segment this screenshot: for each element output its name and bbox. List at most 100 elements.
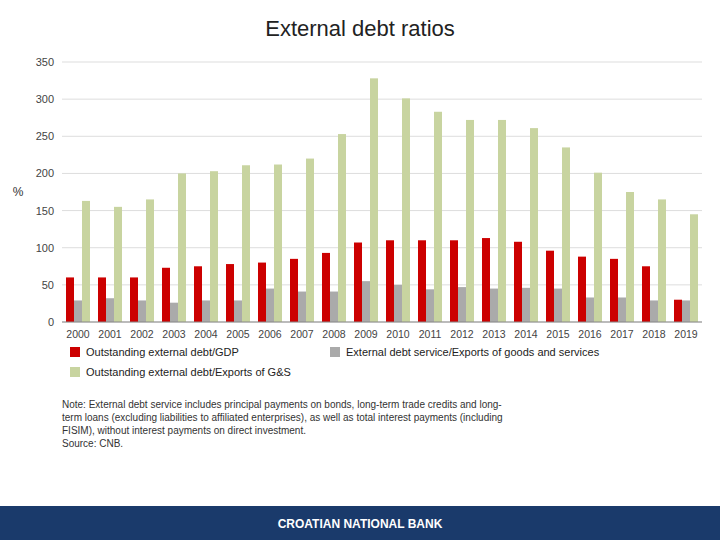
tick-label: 2005 xyxy=(226,328,250,340)
bar xyxy=(362,281,370,322)
tick-label: 2006 xyxy=(258,328,282,340)
tick-label: 2013 xyxy=(482,328,506,340)
grid-line xyxy=(62,322,702,323)
tick-label: 100 xyxy=(36,242,54,254)
footer-bar xyxy=(0,506,720,540)
bar xyxy=(522,288,530,322)
bar xyxy=(490,289,498,322)
bar xyxy=(450,240,458,322)
bar xyxy=(162,268,170,322)
bar xyxy=(466,120,474,322)
bar xyxy=(418,240,426,322)
bar xyxy=(234,300,242,322)
bar xyxy=(210,171,218,322)
bar xyxy=(138,300,146,322)
tick-label: 50 xyxy=(42,279,54,291)
bar xyxy=(386,240,394,322)
bar xyxy=(658,199,666,322)
bar xyxy=(402,98,410,322)
bar xyxy=(674,300,682,322)
tick-label: 2008 xyxy=(322,328,346,340)
bar xyxy=(298,292,306,322)
bar xyxy=(130,277,138,322)
legend-label: Outstanding external debt/Exports of G&S xyxy=(86,366,291,378)
bar xyxy=(290,259,298,322)
bar xyxy=(690,214,698,322)
bar xyxy=(98,277,106,322)
bar xyxy=(338,134,346,322)
bar xyxy=(562,147,570,322)
bar xyxy=(642,266,650,322)
grid-line xyxy=(62,210,702,211)
legend-swatch xyxy=(70,347,80,357)
bar xyxy=(354,243,362,322)
bar xyxy=(682,300,690,322)
tick-label: 2007 xyxy=(290,328,314,340)
bar xyxy=(194,266,202,322)
bar xyxy=(330,292,338,322)
tick-label: 2015 xyxy=(546,328,570,340)
note: Note: External debt service includes pri… xyxy=(62,399,503,449)
bar xyxy=(274,165,282,322)
grid-line xyxy=(62,173,702,174)
legend-label: Outstanding external debt/GDP xyxy=(86,346,239,358)
footer: CROATIAN NATIONAL BANK xyxy=(278,517,443,531)
tick-label: 2001 xyxy=(98,328,122,340)
tick-label: 2012 xyxy=(450,328,474,340)
axis-label: % xyxy=(13,185,24,199)
bar xyxy=(426,289,434,322)
bar xyxy=(394,285,402,322)
tick-label: 2018 xyxy=(642,328,666,340)
bar xyxy=(554,289,562,322)
bar xyxy=(82,201,90,322)
bar xyxy=(530,128,538,322)
bar xyxy=(146,199,154,322)
bar xyxy=(106,298,114,322)
tick-label: 0 xyxy=(48,316,54,328)
tick-label: 2017 xyxy=(610,328,634,340)
tick-label: 2002 xyxy=(130,328,154,340)
title: External debt ratios xyxy=(265,16,455,41)
tick-label: 2011 xyxy=(419,328,442,340)
bar xyxy=(178,173,186,322)
legend-swatch xyxy=(330,347,340,357)
bar xyxy=(586,297,594,322)
bar xyxy=(458,287,466,322)
legend-label: External debt service/Exports of goods a… xyxy=(346,346,600,358)
bars xyxy=(66,78,698,322)
bar xyxy=(610,259,618,322)
grid-line xyxy=(62,62,702,63)
bar xyxy=(226,264,234,322)
bar xyxy=(202,300,210,322)
tick-label: 2014 xyxy=(514,328,538,340)
tick-label: 2003 xyxy=(162,328,186,340)
tick-label: 2004 xyxy=(194,328,218,340)
bar xyxy=(242,165,250,322)
grid-line xyxy=(62,136,702,137)
tick-label: 350 xyxy=(36,56,54,68)
bar xyxy=(626,192,634,322)
tick-label: 300 xyxy=(36,93,54,105)
bar xyxy=(114,207,122,322)
tick-label: 2016 xyxy=(578,328,602,340)
bar xyxy=(266,289,274,322)
chart: External debt ratios05010015020025030035… xyxy=(0,0,720,540)
grid-line xyxy=(62,99,702,100)
bar xyxy=(434,112,442,322)
bar xyxy=(66,277,74,322)
tick-label: 2010 xyxy=(386,328,410,340)
bar xyxy=(546,251,554,322)
tick-label: 2000 xyxy=(66,328,90,340)
grid-line xyxy=(62,284,702,285)
tick-label: 250 xyxy=(36,130,54,142)
bar xyxy=(594,173,602,322)
bar xyxy=(306,159,314,322)
y-axis: 050100150200250300350 xyxy=(36,56,702,328)
bar xyxy=(618,297,626,322)
legend: Outstanding external debt/GDP External de… xyxy=(70,346,600,378)
bar xyxy=(482,238,490,322)
bar xyxy=(322,253,330,322)
bar xyxy=(578,257,586,322)
bar xyxy=(74,300,82,322)
legend-swatch xyxy=(70,367,80,377)
